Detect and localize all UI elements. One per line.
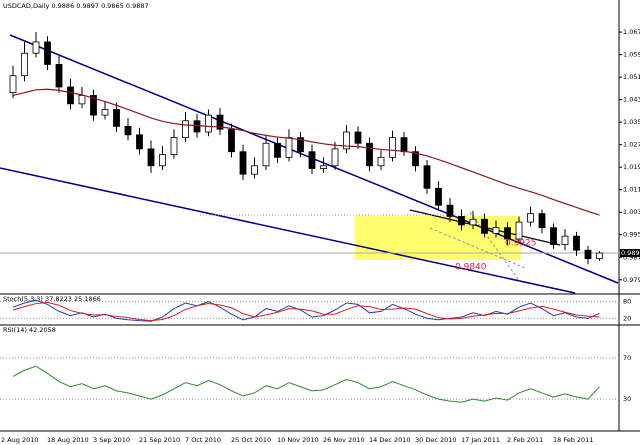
candle-body xyxy=(262,142,270,167)
y-tick-label: 30 xyxy=(623,395,631,403)
x-tick-label: 18 Aug 2010 xyxy=(47,436,89,444)
candle-body xyxy=(274,142,281,158)
candle-body xyxy=(170,137,178,155)
candle-body xyxy=(377,156,385,167)
x-tick-label: 17 Jan 2011 xyxy=(461,436,500,444)
candle-body xyxy=(504,227,511,240)
indicator-title: Stoch(5,3,3) 37.8223 25.1866 xyxy=(3,295,101,303)
candle-body xyxy=(527,213,534,223)
candle-body xyxy=(596,252,603,260)
candle-body xyxy=(147,148,155,167)
dashed-line xyxy=(429,227,526,269)
price-box xyxy=(620,249,640,258)
y-tick-label: 1.0595 xyxy=(623,51,640,59)
chart-title: USDCAD,Daily 0.9886 0.9897 0.9865 0.9887 xyxy=(3,2,149,10)
annotation: 0.9925 xyxy=(505,239,537,249)
y-tick-label: 1.0515 xyxy=(623,73,640,81)
y-tick-label: 0.9795 xyxy=(623,276,640,284)
y-tick-label: 1.0115 xyxy=(623,186,640,194)
candle-body xyxy=(55,64,63,88)
candle-body xyxy=(446,204,454,217)
candle-body xyxy=(67,86,74,105)
candle-body xyxy=(550,227,557,245)
indicator-line xyxy=(12,299,600,322)
candle-body xyxy=(90,95,97,116)
candle-body xyxy=(21,52,28,77)
candle-body xyxy=(239,151,247,175)
y-tick-label: 1.0355 xyxy=(623,118,640,126)
candle-body xyxy=(469,218,477,226)
y-tick-label: 1.0675 xyxy=(623,28,640,36)
y-tick-label: 1.0275 xyxy=(623,141,640,149)
candle-body xyxy=(354,131,362,144)
candle-body xyxy=(343,131,350,150)
candle-body xyxy=(32,41,40,54)
indicator-line xyxy=(12,301,600,322)
candle-body xyxy=(182,120,189,139)
y-tick-label: 0.9955 xyxy=(623,231,640,239)
candle-body xyxy=(584,249,592,260)
candle-body xyxy=(366,142,373,167)
candle-body xyxy=(435,187,442,206)
candle-body xyxy=(159,154,166,167)
y-tick-label: 80 xyxy=(623,298,631,306)
x-tick-label: 21 Sep 2010 xyxy=(139,436,180,444)
candle-body xyxy=(136,134,143,150)
x-tick-label: 3 Sep 2010 xyxy=(93,436,130,444)
indicator-title: RSI(14) 42.2058 xyxy=(3,326,56,334)
y-tick-label: 70 xyxy=(623,354,631,362)
x-tick-label: 10 Nov 2010 xyxy=(277,436,319,444)
y-tick-label: 20 xyxy=(623,314,631,322)
candle-body xyxy=(251,165,258,175)
x-tick-label: 2 Feb 2011 xyxy=(507,436,543,444)
x-tick-label: 18 Feb 2011 xyxy=(553,436,593,444)
candle-body xyxy=(9,75,17,94)
candle-body xyxy=(101,109,109,116)
candle-body xyxy=(573,235,580,251)
candle-body xyxy=(561,235,569,245)
candle-body xyxy=(216,114,224,130)
x-tick-label: 25 Oct 2010 xyxy=(231,436,271,444)
candle-body xyxy=(423,165,431,189)
x-tick-label: 26 Nov 2010 xyxy=(323,436,365,444)
candle-body xyxy=(193,120,201,133)
candle-body xyxy=(113,109,120,127)
x-tick-label: 30 Dec 2010 xyxy=(415,436,457,444)
candle-body xyxy=(320,165,327,169)
y-tick-label: 1.0435 xyxy=(623,96,640,104)
y-tick-label: 1.0195 xyxy=(623,163,640,171)
price-label: 0.9890 xyxy=(621,249,640,257)
candle-body xyxy=(481,218,488,234)
x-tick-label: 2 Aug 2010 xyxy=(1,436,39,444)
y-tick-label: 1.0035 xyxy=(623,208,640,216)
channel-line xyxy=(0,167,576,294)
candle-body xyxy=(515,221,523,240)
candle-body xyxy=(44,41,51,65)
candle-body xyxy=(285,137,293,158)
candle-body xyxy=(538,213,546,229)
x-tick-label: 7 Oct 2010 xyxy=(185,436,221,444)
y-tick-label: 0.9875 xyxy=(623,253,640,261)
candle-body xyxy=(297,137,304,153)
annotation: 0.9840 xyxy=(455,263,487,273)
candle-body xyxy=(228,128,235,153)
candle-body xyxy=(412,151,419,167)
candle-body xyxy=(492,227,500,234)
x-tick-label: 14 Dec 2010 xyxy=(369,436,411,444)
candle-body xyxy=(389,137,396,158)
candle-body xyxy=(205,114,212,133)
candle-body xyxy=(308,151,316,169)
candle-body xyxy=(458,216,465,226)
candle-body xyxy=(124,125,132,136)
indicator-line xyxy=(12,365,600,403)
moving-average xyxy=(12,88,600,216)
candle-body xyxy=(331,148,339,167)
candle-body xyxy=(400,137,408,153)
dashed-line xyxy=(469,211,521,283)
candle-body xyxy=(78,95,86,105)
